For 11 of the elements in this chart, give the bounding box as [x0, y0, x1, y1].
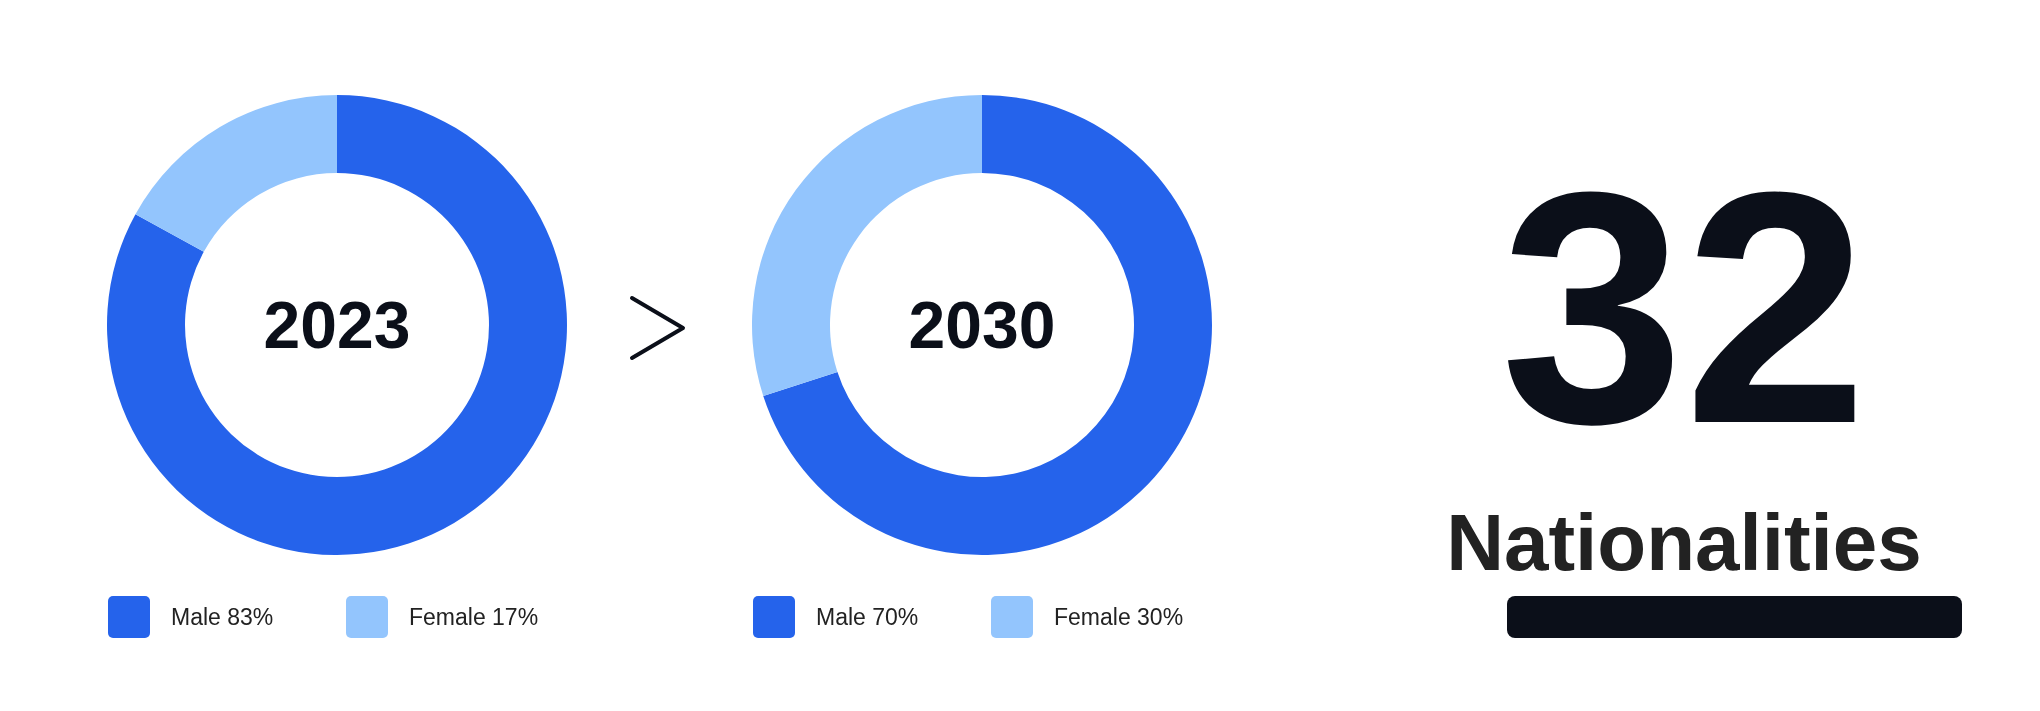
legend-label: Female 17% — [409, 604, 539, 630]
donut-slice — [135, 95, 337, 252]
legend-label: Female 30% — [1054, 604, 1184, 630]
text: 2030 — [908, 288, 1056, 362]
donut-slice — [107, 95, 567, 555]
text: Nationalities — [1446, 498, 1922, 587]
text: 2023 — [263, 288, 411, 362]
text: 32 — [1500, 123, 1868, 492]
donut-slice — [763, 95, 1212, 555]
legend-label: Male 70% — [816, 604, 919, 630]
legend-label: Male 83% — [171, 604, 274, 630]
